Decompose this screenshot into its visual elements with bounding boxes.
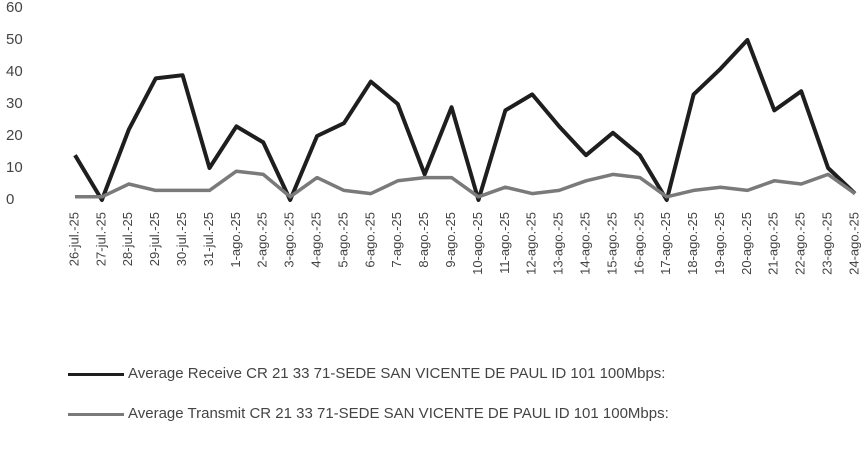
x-tick-label: 22-ago.-25 — [793, 212, 808, 275]
x-tick-label: 16-ago.-25 — [631, 212, 646, 275]
x-tick-label: 1-ago.-25 — [228, 212, 243, 268]
chart: 0 10 20 30 40 50 60 26-jul.-25 27-jul.-25 28-jul.… — [6, 0, 861, 275]
legend-label: Average Transmit CR 21 33 71-SEDE SAN VI… — [128, 405, 669, 422]
y-tick-label: 60 — [6, 0, 23, 16]
x-tick-label: 28-jul.-25 — [120, 212, 135, 266]
x-tick-label: 9-ago.-25 — [443, 212, 458, 268]
series-line — [73, 38, 857, 202]
x-tick-label: 19-ago.-25 — [712, 212, 727, 275]
x-tick-label: 24-ago.-25 — [846, 212, 861, 275]
y-tick-label: 40 — [6, 63, 23, 80]
x-tick-label: 14-ago.-25 — [577, 212, 592, 275]
x-tick-label: 10-ago.-25 — [470, 212, 485, 275]
y-tick-label: 30 — [6, 95, 23, 112]
x-tick-label: 21-ago.-25 — [766, 212, 781, 275]
x-tick-label: 15-ago.-25 — [604, 212, 619, 275]
x-tick-label: 30-jul.-25 — [174, 212, 189, 266]
x-tick-label: 7-ago.-25 — [389, 212, 404, 268]
legend-swatch — [68, 373, 124, 376]
x-tick-label: 4-ago.-25 — [309, 212, 324, 268]
legend-label: Average Receive CR 21 33 71-SEDE SAN VIC… — [128, 365, 666, 382]
x-tick-label: 8-ago.-25 — [416, 212, 431, 268]
y-tick-label: 50 — [6, 31, 23, 48]
legend-item: Average Receive CR 21 33 71-SEDE SAN VIC… — [68, 364, 864, 383]
x-tick-label: 23-ago.-25 — [820, 212, 835, 275]
y-tick-label: 10 — [6, 159, 23, 176]
y-tick-label: 20 — [6, 127, 23, 144]
legend-swatch — [68, 413, 124, 416]
x-tick-label: 2-ago.-25 — [255, 212, 270, 268]
series-line — [75, 169, 857, 199]
x-tick-label: 3-ago.-25 — [282, 212, 297, 268]
y-tick-label: 0 — [6, 191, 14, 208]
x-tick-label: 5-ago.-25 — [335, 212, 350, 268]
x-tick-label: 13-ago.-25 — [551, 212, 566, 275]
x-tick-label: 17-ago.-25 — [658, 212, 673, 275]
x-tick-label: 26-jul.-25 — [66, 212, 81, 266]
x-tick-label: 20-ago.-25 — [739, 212, 754, 275]
x-tick-label: 12-ago.-25 — [524, 212, 539, 275]
x-tick-label: 27-jul.-25 — [93, 212, 108, 266]
x-tick-label: 18-ago.-25 — [685, 212, 700, 275]
x-tick-label: 11-ago.-25 — [497, 212, 512, 274]
x-tick-label: 29-jul.-25 — [147, 212, 162, 266]
legend-item: Average Transmit CR 21 33 71-SEDE SAN VI… — [68, 404, 864, 423]
x-tick-label: 6-ago.-25 — [362, 212, 377, 268]
x-tick-label: 31-jul.-25 — [201, 212, 216, 266]
